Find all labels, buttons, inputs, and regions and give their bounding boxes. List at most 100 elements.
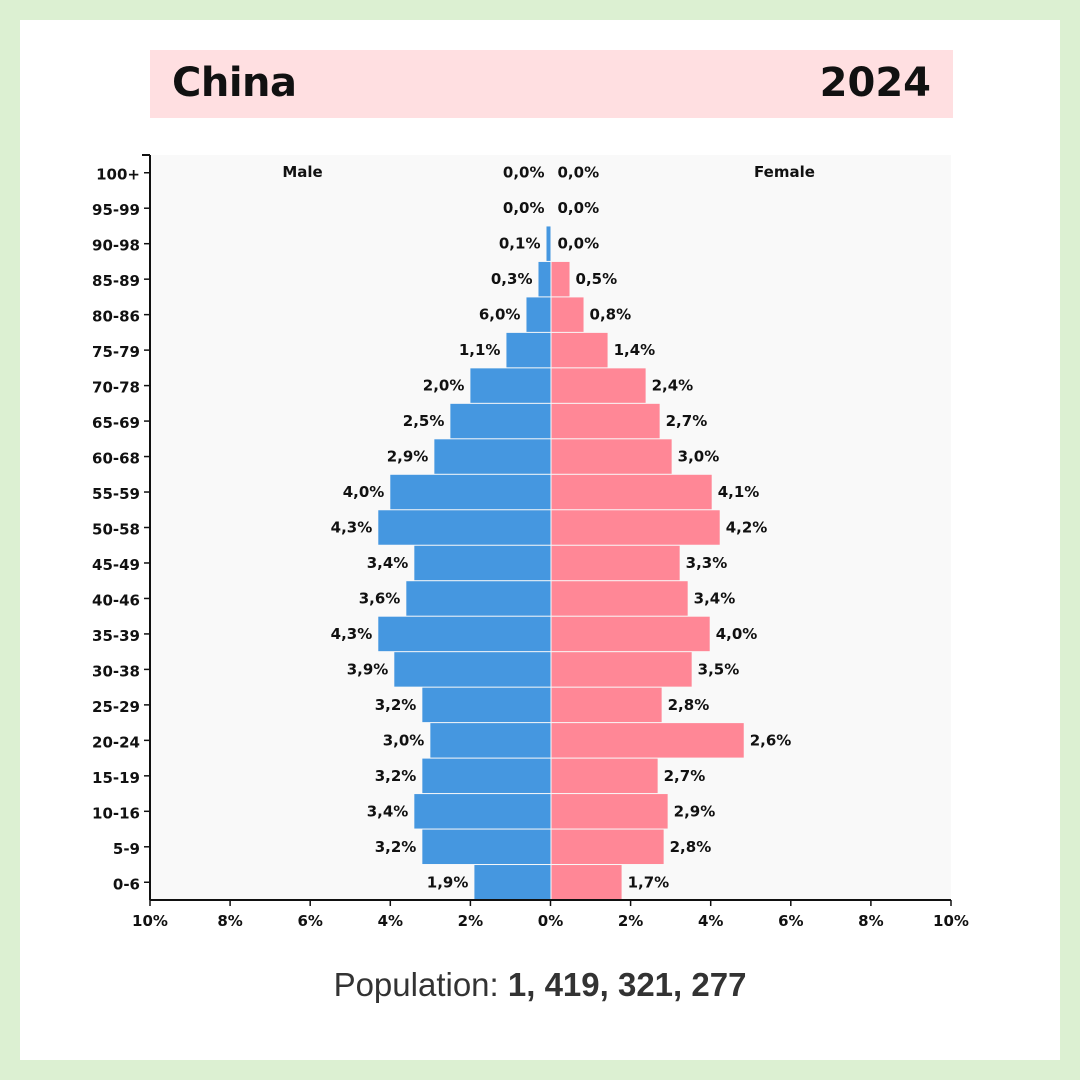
female-bar-20-24 xyxy=(551,723,744,758)
age-group-label: 65-69 xyxy=(92,414,140,432)
female-bar-10-16 xyxy=(551,794,668,829)
x-tick-label: 6% xyxy=(297,912,322,930)
female-bar-50-58 xyxy=(551,510,720,545)
age-group-label: 5-9 xyxy=(113,840,140,858)
male-value-label: 0,1% xyxy=(499,235,541,253)
male-bar-25-29 xyxy=(422,687,551,723)
female-value-label: 1,4% xyxy=(614,341,656,359)
age-group-label: 70-78 xyxy=(92,379,140,397)
country-title: China xyxy=(172,60,297,106)
age-group-label: 100+ xyxy=(96,166,140,184)
male-value-label: 3,4% xyxy=(367,802,409,820)
male-value-label: 6,0% xyxy=(479,306,521,324)
age-group-label: 60-68 xyxy=(92,450,140,468)
female-value-label: 0,0% xyxy=(558,164,600,182)
female-bar-60-68 xyxy=(551,439,672,474)
age-group-label: 15-19 xyxy=(92,769,140,787)
male-value-label: 0,0% xyxy=(503,164,545,182)
age-group-label: 0-6 xyxy=(113,875,140,893)
female-value-label: 2,7% xyxy=(666,412,708,430)
male-value-label: 2,0% xyxy=(423,377,465,395)
age-group-label: 75-79 xyxy=(92,343,140,361)
female-value-label: 4,0% xyxy=(716,625,758,643)
male-bar-75-79 xyxy=(506,332,551,368)
female-value-label: 4,2% xyxy=(726,519,768,537)
male-bar-35-39 xyxy=(378,616,551,652)
x-tick-label: 2% xyxy=(458,912,483,930)
male-value-label: 3,0% xyxy=(383,731,425,749)
female-value-label: 4,1% xyxy=(718,483,760,501)
age-group-label: 45-49 xyxy=(92,556,140,574)
female-value-label: 2,8% xyxy=(670,838,712,856)
female-value-label: 2,8% xyxy=(668,696,710,714)
female-value-label: 0,0% xyxy=(558,199,600,217)
female-value-label: 1,7% xyxy=(628,873,670,891)
male-bar-60-68 xyxy=(434,439,551,474)
male-value-label: 0,3% xyxy=(491,270,533,288)
female-bar-75-79 xyxy=(551,332,608,368)
age-group-label: 85-89 xyxy=(92,272,140,290)
age-group-label: 90-98 xyxy=(92,237,140,255)
female-value-label: 2,7% xyxy=(664,767,706,785)
male-bar-10-16 xyxy=(414,794,551,829)
female-bar-85-89 xyxy=(551,261,570,297)
female-value-label: 3,5% xyxy=(698,660,740,678)
female-bar-0-6 xyxy=(551,865,622,900)
male-value-label: 4,3% xyxy=(331,625,373,643)
legend-female: Female xyxy=(754,163,815,181)
age-group-label: 55-59 xyxy=(92,485,140,503)
age-group-label: 50-58 xyxy=(92,521,140,539)
female-value-label: 2,9% xyxy=(674,802,716,820)
female-value-label: 3,0% xyxy=(678,448,720,466)
male-bar-5-9 xyxy=(422,829,551,865)
male-value-label: 0,0% xyxy=(503,199,545,217)
x-tick-label: 8% xyxy=(217,912,242,930)
age-group-label: 80-86 xyxy=(92,308,140,326)
x-tick-label: 8% xyxy=(858,912,883,930)
female-bar-70-78 xyxy=(551,368,646,403)
female-bar-30-38 xyxy=(551,652,692,687)
header-banner: China 2024 xyxy=(150,50,953,118)
male-value-label: 1,1% xyxy=(459,341,501,359)
male-bar-80-86 xyxy=(526,297,551,332)
x-tick-label: 6% xyxy=(778,912,803,930)
age-group-label: 95-99 xyxy=(92,201,140,219)
female-value-label: 0,5% xyxy=(576,270,618,288)
x-tick-label: 2% xyxy=(618,912,643,930)
male-bar-65-69 xyxy=(450,403,551,439)
female-bar-25-29 xyxy=(551,687,662,723)
male-bar-55-59 xyxy=(390,474,551,510)
female-bar-65-69 xyxy=(551,403,660,439)
female-bar-55-59 xyxy=(551,474,712,510)
female-bar-15-19 xyxy=(551,758,658,794)
male-bar-50-58 xyxy=(378,510,551,545)
age-group-label: 40-46 xyxy=(92,591,140,609)
male-value-label: 2,9% xyxy=(387,448,429,466)
male-value-label: 3,2% xyxy=(375,767,417,785)
male-value-label: 4,0% xyxy=(343,483,385,501)
population-total: Population: 1, 419, 321, 277 xyxy=(0,966,1080,1004)
male-bar-45-49 xyxy=(414,545,551,581)
x-tick-label: 4% xyxy=(378,912,403,930)
male-bar-85-89 xyxy=(538,261,551,297)
male-value-label: 3,6% xyxy=(359,589,401,607)
female-value-label: 2,4% xyxy=(652,377,694,395)
male-bar-20-24 xyxy=(430,723,551,758)
male-bar-30-38 xyxy=(394,652,551,687)
male-value-label: 3,2% xyxy=(375,838,417,856)
male-value-label: 2,5% xyxy=(403,412,445,430)
male-value-label: 3,2% xyxy=(375,696,417,714)
female-bar-80-86 xyxy=(551,297,584,332)
male-bar-90-98 xyxy=(546,226,551,261)
male-value-label: 4,3% xyxy=(331,519,373,537)
population-value: 1, 419, 321, 277 xyxy=(507,966,747,1003)
female-value-label: 2,6% xyxy=(750,731,792,749)
male-bar-0-6 xyxy=(474,865,551,900)
male-value-label: 3,4% xyxy=(367,554,409,572)
legend-male: Male xyxy=(282,163,322,181)
male-value-label: 1,9% xyxy=(427,873,469,891)
age-group-label: 30-38 xyxy=(92,662,140,680)
population-label: Population: xyxy=(333,966,499,1003)
age-group-label: 20-24 xyxy=(92,733,140,751)
